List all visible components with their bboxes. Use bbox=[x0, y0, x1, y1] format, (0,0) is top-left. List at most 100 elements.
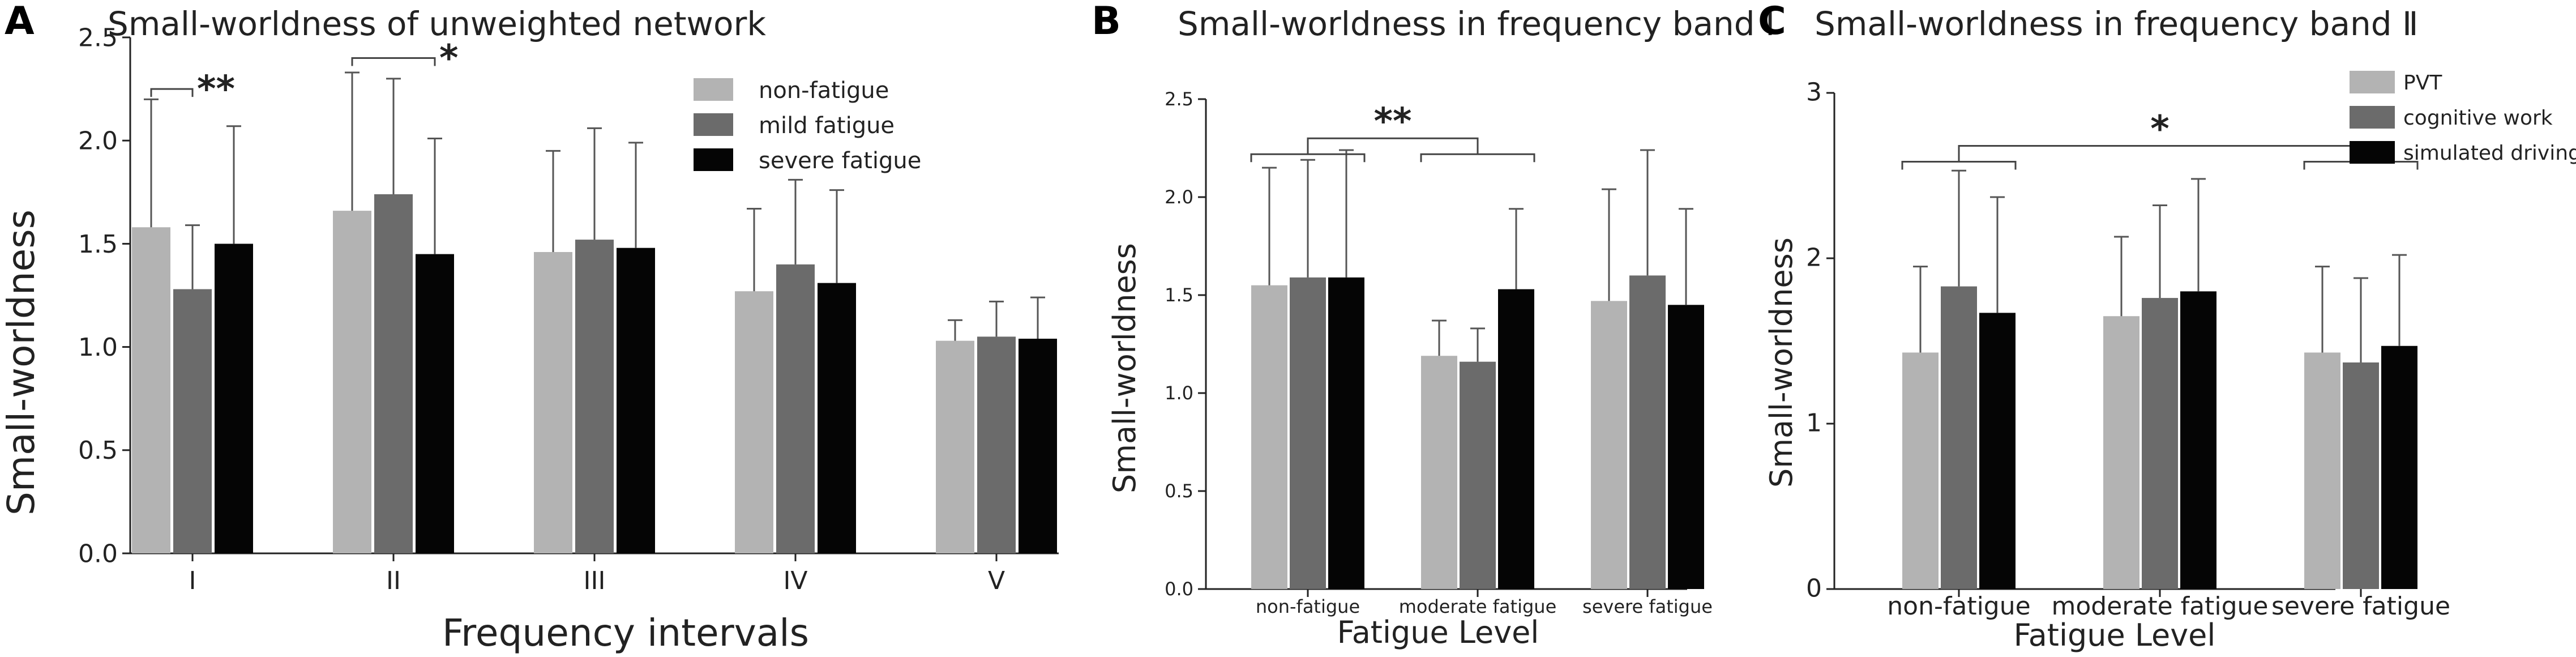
panel-a-letter: A bbox=[5, 0, 35, 44]
bar bbox=[534, 251, 572, 553]
legend-swatch-non-fatigue bbox=[694, 78, 733, 101]
x-tick-label: severe fatigue bbox=[1582, 596, 1713, 617]
panel-b-title: Small-worldness in frequency band Ⅰ bbox=[1178, 5, 1775, 43]
bar bbox=[2103, 316, 2139, 589]
panel-c-ylabel: Small-worldness bbox=[1764, 237, 1799, 488]
bar bbox=[1251, 285, 1287, 589]
bar bbox=[575, 240, 614, 553]
y-tick-label: 1.0 bbox=[1165, 382, 1193, 404]
significance-label: ** bbox=[197, 69, 235, 110]
legend-label-severe-fatigue: severe fatigue bbox=[759, 148, 921, 174]
panel-c: C Small-worldness in frequency band Ⅱ Fa… bbox=[1758, 0, 2576, 653]
x-tick-label: severe fatigue bbox=[2271, 592, 2450, 621]
legend-swatch-pvt bbox=[2350, 71, 2395, 93]
panel-a: A Small-worldness of unweighted network … bbox=[0, 0, 1059, 655]
panel-a-xlabel: Frequency intervals bbox=[442, 611, 809, 655]
bar bbox=[818, 283, 856, 553]
y-tick-label: 1.5 bbox=[78, 230, 118, 259]
bar bbox=[735, 291, 773, 553]
significance-bracket bbox=[1307, 137, 1479, 155]
y-tick-label: 2.5 bbox=[1165, 88, 1193, 110]
panel-a-ylabel: Small-worldness bbox=[0, 210, 43, 515]
panel-c-xlabel: Fatigue Level bbox=[2014, 617, 2216, 653]
panel-b: B Small-worldness in frequency band Ⅰ Fa… bbox=[1092, 0, 1775, 650]
bar bbox=[1668, 305, 1704, 589]
legend-swatch-severe-fatigue bbox=[694, 148, 733, 171]
bar bbox=[132, 227, 170, 553]
panel-a-plot: 0.00.51.01.52.02.5I II III IV V*** bbox=[78, 23, 1059, 595]
panel-b-plot: 0.0 0.5 1.0 1.5 2.0 2.5 non-fatigue moderate fa… bbox=[1165, 88, 1713, 617]
panel-c-letter: C bbox=[1758, 0, 1786, 44]
x-tick-label: moderate fatigue bbox=[1399, 596, 1557, 617]
bar bbox=[1902, 352, 1939, 589]
bar bbox=[1629, 275, 1666, 589]
legend-swatch-cognitive-work bbox=[2350, 106, 2395, 129]
bar bbox=[617, 248, 655, 553]
legend-swatch-mild-fatigue bbox=[694, 113, 733, 136]
bar bbox=[173, 289, 212, 553]
legend-swatch-simulated-driving bbox=[2350, 141, 2395, 164]
bar bbox=[2142, 298, 2178, 589]
panel-c-plot: 0 1 2 3 non-fatigue moderate fatigue severe fa… bbox=[1806, 78, 2450, 621]
bar bbox=[2180, 291, 2216, 589]
significance-label: * bbox=[439, 37, 458, 79]
y-tick-label: 2.0 bbox=[78, 127, 118, 156]
y-tick-label: 2 bbox=[1806, 243, 1822, 272]
x-tick-label: II bbox=[386, 566, 401, 595]
bar bbox=[1591, 301, 1627, 589]
bar bbox=[977, 336, 1016, 553]
legend-label-mild-fatigue: mild fatigue bbox=[759, 113, 895, 139]
significance-label: * bbox=[2150, 108, 2169, 150]
bar bbox=[416, 254, 454, 553]
bar bbox=[374, 194, 413, 554]
significance-bracket bbox=[150, 88, 194, 97]
y-tick-label: 2.0 bbox=[1165, 186, 1193, 208]
y-tick-label: 1.5 bbox=[1165, 284, 1193, 306]
bar bbox=[2304, 352, 2340, 589]
x-tick-label: non-fatigue bbox=[1887, 592, 2030, 621]
legend-label-cognitive-work: cognitive work bbox=[2403, 106, 2553, 130]
bar bbox=[1979, 313, 2016, 589]
significance-sub-bracket bbox=[1420, 153, 1535, 163]
y-tick-label: 1.0 bbox=[78, 333, 118, 362]
significance-bracket bbox=[351, 57, 436, 66]
panel-a-legend: non-fatigue mild fatigue severe fatigue bbox=[694, 78, 921, 174]
x-tick-label: III bbox=[584, 566, 606, 595]
y-tick-label: 2.5 bbox=[78, 23, 118, 52]
bar bbox=[1460, 361, 1496, 589]
x-tick-label: V bbox=[988, 566, 1005, 595]
x-tick-label: IV bbox=[783, 566, 807, 595]
bar bbox=[1498, 289, 1534, 589]
y-tick-label: 1 bbox=[1806, 408, 1822, 437]
significance-sub-bracket bbox=[1901, 160, 2017, 170]
bar bbox=[1421, 356, 1457, 589]
bar bbox=[333, 211, 371, 553]
legend-label-simulated-driving: simulated driving bbox=[2403, 142, 2576, 165]
bar bbox=[1019, 339, 1057, 553]
x-tick-label: I bbox=[189, 566, 196, 595]
bar bbox=[936, 340, 974, 553]
x-tick-label: non-fatigue bbox=[1256, 596, 1360, 617]
bar bbox=[2381, 345, 2417, 589]
y-tick-label: 0.5 bbox=[1165, 480, 1193, 502]
bar bbox=[2343, 362, 2379, 589]
y-tick-label: 0.0 bbox=[1165, 578, 1193, 600]
panel-c-title: Small-worldness in frequency band Ⅱ bbox=[1815, 5, 2419, 43]
panel-b-letter: B bbox=[1092, 0, 1121, 44]
y-tick-label: 0.5 bbox=[78, 436, 118, 465]
bar bbox=[1290, 277, 1326, 589]
panel-b-xlabel: Fatigue Level bbox=[1337, 615, 1539, 650]
bar bbox=[215, 244, 253, 553]
panel-c-legend: PVT cognitive work simulated driving bbox=[2350, 71, 2576, 165]
panel-a-title: Small-worldness of unweighted network bbox=[108, 5, 766, 43]
bar bbox=[1328, 277, 1364, 589]
bar bbox=[1941, 286, 1977, 589]
bar bbox=[776, 264, 815, 553]
legend-label-pvt: PVT bbox=[2403, 71, 2442, 95]
legend-label-non-fatigue: non-fatigue bbox=[759, 78, 889, 104]
y-tick-label: 0 bbox=[1806, 574, 1822, 603]
y-tick-label: 3 bbox=[1806, 78, 1822, 106]
panel-b-ylabel: Small-worldness bbox=[1107, 243, 1142, 493]
significance-label: ** bbox=[1374, 101, 1412, 143]
